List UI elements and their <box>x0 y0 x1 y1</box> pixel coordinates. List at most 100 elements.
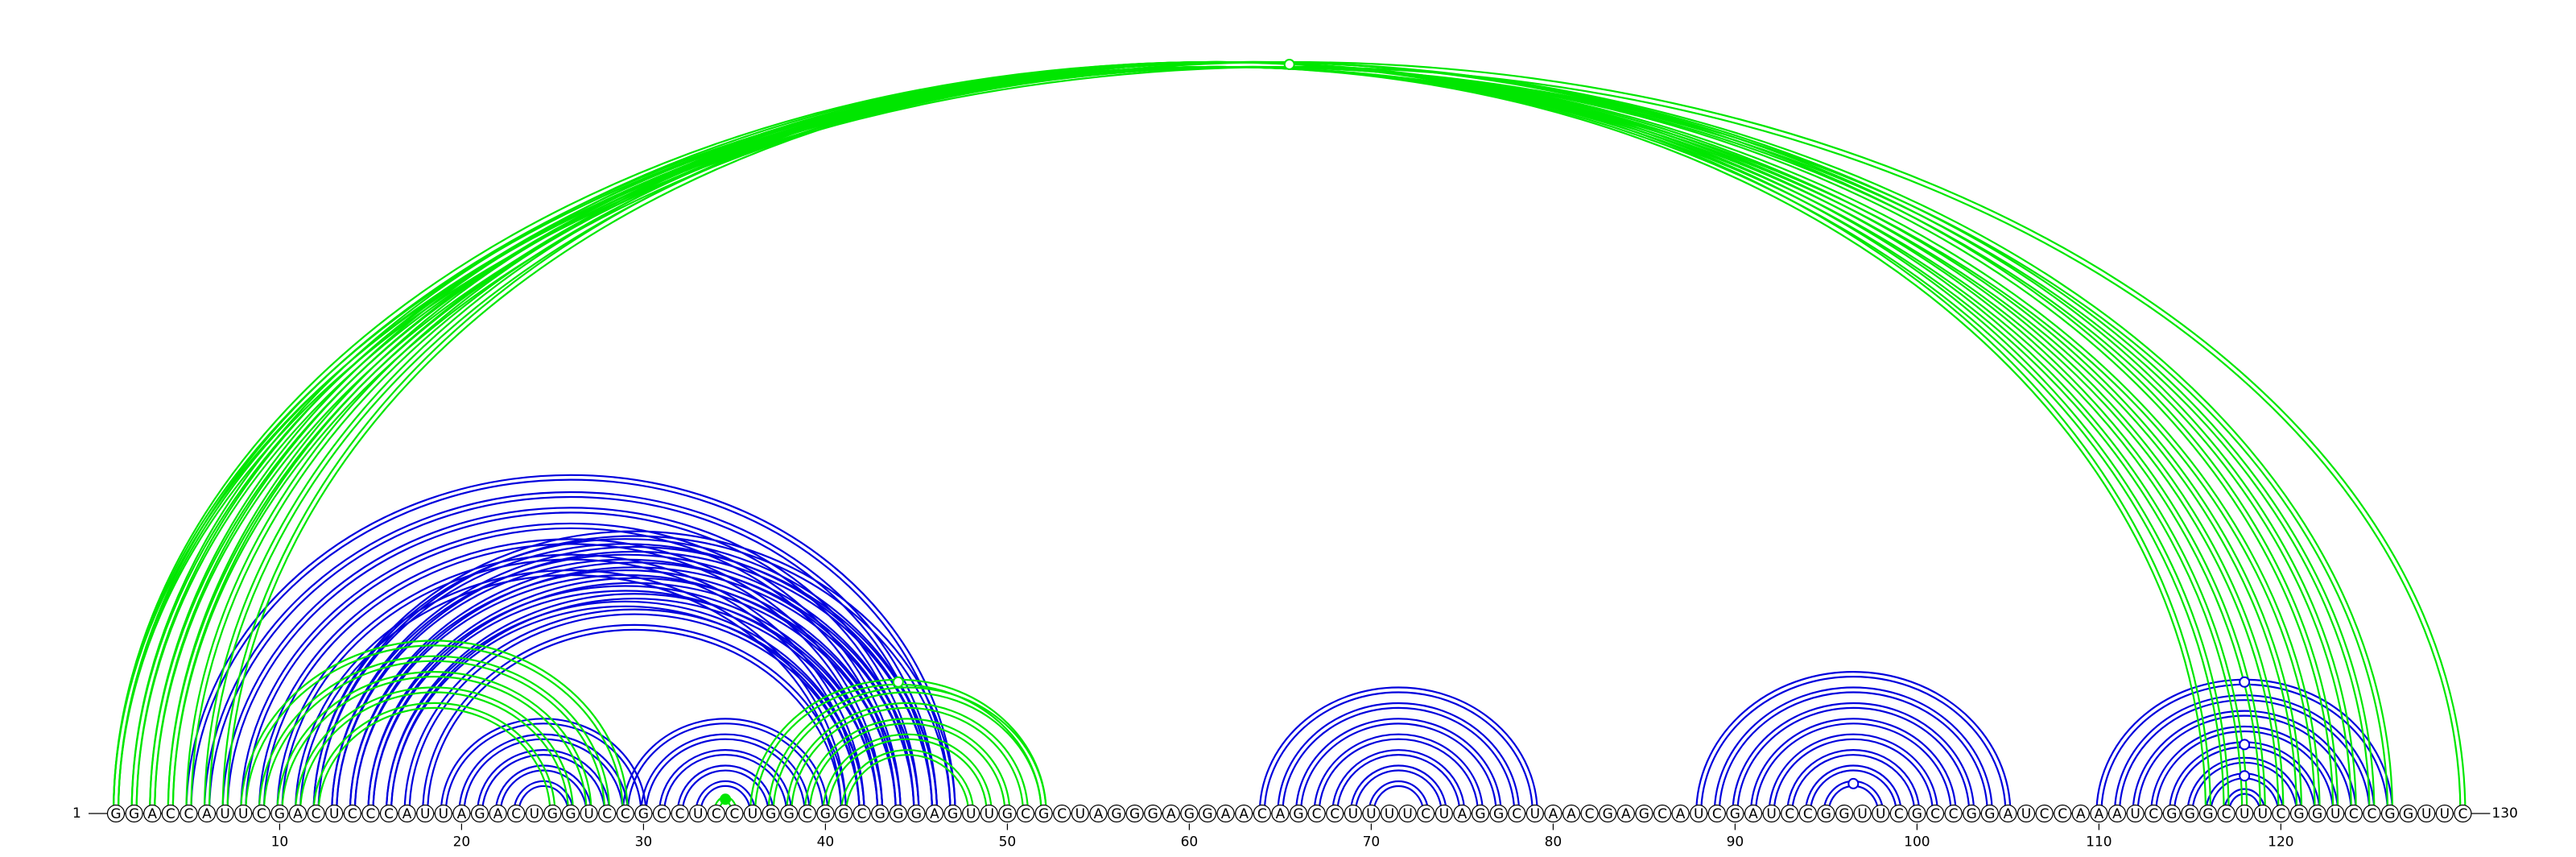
nucleotide-letter: A <box>1239 806 1249 822</box>
nucleotide: A <box>925 804 944 823</box>
nucleotide-circle <box>143 804 162 823</box>
nucleotide-letter: G <box>2166 806 2177 822</box>
blue-arc-14-45-inner <box>353 566 915 814</box>
nucleotide-circle <box>2326 804 2345 823</box>
nucleotide: A <box>2107 804 2127 823</box>
nucleotide-circle <box>1198 804 1217 823</box>
nucleotide: G <box>1726 804 1744 823</box>
nucleotide-letter: U <box>966 806 976 822</box>
nucleotide-letter: C <box>1930 806 1940 822</box>
nucleotide-circle <box>507 804 526 823</box>
blue-arc-113-123-outer <box>2150 725 2339 814</box>
green-arc-4-123-outer <box>167 60 2339 814</box>
nucleotide-circle <box>2454 804 2472 823</box>
nucleotide: G <box>2399 804 2417 823</box>
nucleotide-circle <box>2071 804 2090 823</box>
nucleotide-letter: C <box>803 806 812 822</box>
blue-arc-66-77-outer <box>1294 718 1502 814</box>
nucleotide-letter: G <box>110 806 121 822</box>
nucleotide-circle <box>2181 804 2199 823</box>
nucleotide-letter: A <box>457 806 467 822</box>
nucleotide-letter: G <box>1603 806 1613 822</box>
green-arc-3-120-inner <box>154 65 2280 814</box>
nucleotide: U <box>580 804 598 823</box>
nucleotide: C <box>1926 804 1945 823</box>
blue-arc-111-125-outer <box>2113 694 2376 814</box>
blue-arc-95-98-inner <box>1827 785 1880 814</box>
blue-arc-90-103-inner <box>1736 706 1971 814</box>
nucleotide-letter: A <box>2095 806 2104 822</box>
nucleotide: C <box>379 804 398 823</box>
nucleotide-letter: G <box>1912 806 1922 822</box>
nucleotide-letter: G <box>784 806 795 822</box>
nucleotide-letter: G <box>1184 806 1195 822</box>
nucleotide: C <box>707 804 725 823</box>
nucleotide-letter: U <box>329 806 339 822</box>
nucleotide: U <box>1344 804 1362 823</box>
nucleotide: G <box>1107 804 1126 823</box>
nucleotide-circle <box>2090 804 2108 823</box>
nucleotide-circle <box>2272 804 2290 823</box>
nucleotide: U <box>416 804 435 823</box>
blue-arc-8-44-inner <box>245 527 897 814</box>
nucleotide-letter: G <box>129 806 139 822</box>
blue-arc-31-38-outer <box>658 749 793 814</box>
blue-arc-29-40-inner <box>626 722 824 814</box>
blue-arc-91-102-inner <box>1754 722 1952 814</box>
blue-arc-17-42-outer <box>403 608 865 814</box>
blue-arc-117-119-outer <box>2223 788 2266 814</box>
nucleotide-circle <box>1653 804 1672 823</box>
nucleotide-circle <box>1071 804 1089 823</box>
nucleotide: C <box>2363 804 2381 823</box>
nucleotide-letter: U <box>693 806 703 822</box>
blue-arc-5-47-inner <box>190 478 952 814</box>
blue-arc-32-37-outer <box>676 764 774 814</box>
nucleotide-letter: A <box>1621 806 1631 822</box>
nucleotide: U <box>1398 804 1417 823</box>
nucleotide-circle <box>1216 804 1235 823</box>
nucleotide-letter: G <box>875 806 886 822</box>
nucleotide-letter: G <box>1111 806 1121 822</box>
nucleotide: U <box>2253 804 2272 823</box>
nucleotide-circle <box>1707 804 1726 823</box>
nucleotide-circle <box>1453 804 1472 823</box>
nucleotide-circle <box>1125 804 1144 823</box>
green-arc-1-122-outer <box>112 60 2321 814</box>
nucleotide: A <box>1235 804 1253 823</box>
blue-arc-113-123-inner <box>2155 730 2334 814</box>
nucleotide: G <box>780 804 799 823</box>
nucleotide: G <box>943 804 962 823</box>
nucleotide-letter: U <box>2130 806 2140 822</box>
nucleotide: G <box>834 804 853 823</box>
nucleotide: C <box>1053 804 1071 823</box>
nucleotide-letter: G <box>1475 806 1485 822</box>
nucleotide-letter: C <box>511 806 521 822</box>
blue-arc-11-41-outer <box>294 569 848 814</box>
nucleotide-circle <box>889 804 907 823</box>
nucleotide: G <box>1489 804 1508 823</box>
nucleotide-circle <box>980 804 998 823</box>
nucleotide-circle <box>125 804 143 823</box>
nucleotide: C <box>1253 804 1271 823</box>
blue-arc-12-47-inner <box>317 535 952 814</box>
nucleotide-letter: G <box>2312 806 2322 822</box>
nucleotide-letter: C <box>348 806 357 822</box>
nucleotide: A <box>398 804 416 823</box>
nucleotide: G <box>1144 804 1162 823</box>
blue-arc-17-42-inner <box>408 613 861 814</box>
nucleotide-letter: G <box>1821 806 1831 822</box>
nucleotide-letter: G <box>1148 806 1158 822</box>
nucleotide: G <box>1599 804 1617 823</box>
nucleotide-letter: G <box>638 806 649 822</box>
nucleotide: G <box>816 804 835 823</box>
blue-arc-93-100-outer <box>1786 749 1921 814</box>
arc-apex-marker <box>1847 777 1860 789</box>
nucleotide-letter: G <box>1984 806 1995 822</box>
nucleotide-letter: U <box>2330 806 2340 822</box>
nucleotide: G <box>106 804 126 823</box>
nucleotide-letter: U <box>1530 806 1540 822</box>
arc-apex-marker <box>892 676 904 688</box>
nucleotide-letter: G <box>2202 806 2213 822</box>
green-arc-9-28-inner <box>262 660 606 814</box>
